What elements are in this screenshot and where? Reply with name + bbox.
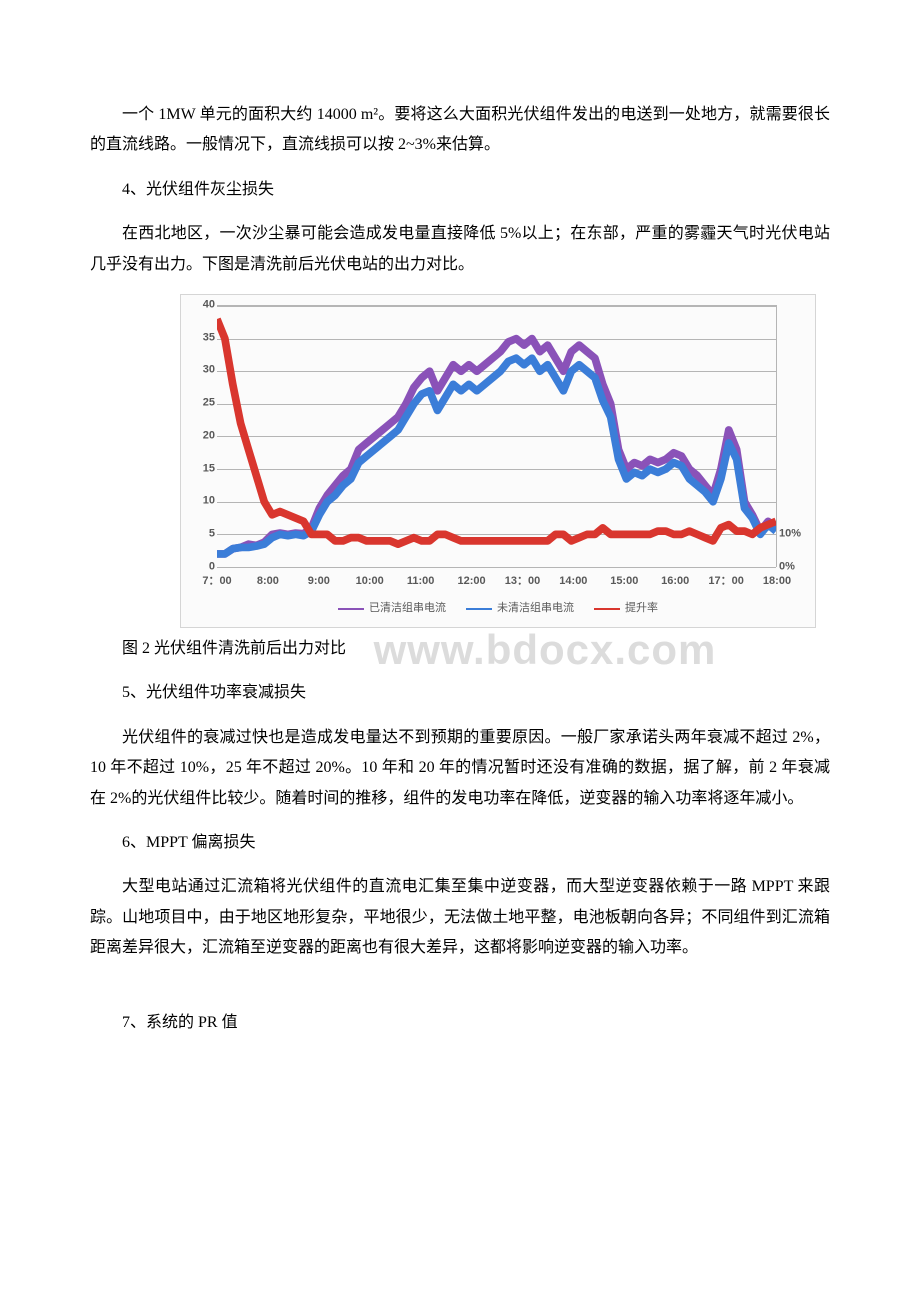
- x-axis-labels: 7：008:009:0010:0011:0012:0013：0014:0015:…: [217, 571, 777, 589]
- paragraph-dust: 在西北地区，一次沙尘暴可能会造成发电量直接降低 5%以上；在东部，严重的雾霾天气…: [90, 219, 830, 280]
- heading-5: 5、光伏组件功率衰减损失: [90, 678, 830, 708]
- chart-lines: [217, 306, 776, 567]
- heading-4: 4、光伏组件灰尘损失: [90, 175, 830, 205]
- plot-area: [217, 305, 777, 567]
- y-axis-labels: 0510152025303540: [187, 305, 215, 567]
- heading-7: 7、系统的 PR 值: [90, 1008, 830, 1038]
- figure-caption: 图 2 光伏组件清洗前后出力对比: [90, 634, 830, 664]
- paragraph-decay: 光伏组件的衰减过快也是造成发电量达不到预期的重要原因。一般厂家承诺头两年衰减不超…: [90, 723, 830, 814]
- paragraph-mppt: 大型电站通过汇流箱将光伏组件的直流电汇集至集中逆变器，而大型逆变器依赖于一路 M…: [90, 872, 830, 963]
- heading-6: 6、MPPT 偏离损失: [90, 828, 830, 858]
- chart-cleaning-comparison: 0510152025303540 0%10% 7：008:009:0010:00…: [180, 294, 816, 628]
- paragraph-dc-loss: 一个 1MW 单元的面积大约 14000 m²。要将这么大面积光伏组件发出的电送…: [90, 100, 830, 161]
- y2-axis-labels: 0%10%: [779, 305, 811, 567]
- chart-legend: 已清洁组串电流未清洁组串电流提升率: [181, 598, 815, 619]
